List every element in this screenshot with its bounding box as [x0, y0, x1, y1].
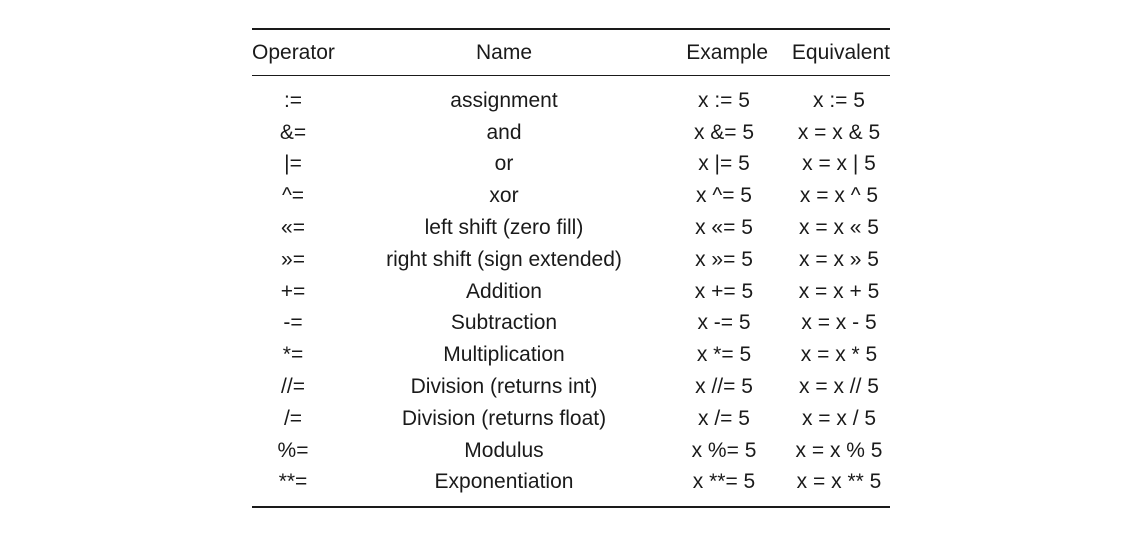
example-cell: x := 5: [698, 88, 750, 112]
name-cell: assignment: [450, 88, 558, 112]
equivalent-cell: x = x | 5: [802, 152, 876, 176]
header-spacer: [252, 76, 890, 86]
equivalent-cell: x = x % 5: [795, 438, 883, 462]
example-cell: x «= 5: [695, 216, 753, 240]
operator-cell: /=: [283, 406, 303, 430]
table-row: &= and x &= 5 x = x & 5: [252, 117, 890, 149]
example-cell: x **= 5: [664, 466, 776, 509]
example-cell: x »= 5: [695, 247, 753, 271]
name-cell: xor: [489, 184, 519, 208]
operator-cell: |=: [284, 152, 302, 176]
name-cell: Subtraction: [450, 311, 558, 335]
operator-cell: ^=: [281, 184, 305, 208]
table-row: ^= xor x ^= 5 x = x ^ 5: [252, 180, 890, 212]
table-row: += Addition x += 5 x = x + 5: [252, 276, 890, 308]
table-row: »= right shift (sign extended) x »= 5 x = x…: [252, 244, 890, 276]
name-cell: Division (returns float): [401, 406, 607, 430]
table-row: -= Subtraction x -= 5 x = x - 5: [252, 308, 890, 340]
header-row: Operator Name Example Equivalent: [252, 28, 890, 76]
table-row: := assignment x := 5 x := 5: [252, 85, 890, 117]
name-cell: Addition: [466, 279, 542, 303]
example-cell: x //= 5: [695, 375, 753, 399]
example-cell: x /= 5: [698, 406, 750, 430]
table-row: /= Division (returns float) x /= 5 x = x / …: [252, 403, 890, 435]
example-cell: x ^= 5: [696, 184, 752, 208]
table-row: «= left shift (zero fill) x «= 5 x = x « 5: [252, 212, 890, 244]
name-cell: Division (returns int): [410, 375, 598, 399]
equivalent-cell: x = x « 5: [799, 216, 879, 240]
equivalent-cell: x = x » 5: [799, 247, 879, 271]
name-cell: right shift (sign extended): [386, 247, 622, 271]
table-body: := assignment x := 5 x := 5 &= and x &= 5 x = x…: [252, 76, 890, 509]
equivalent-cell: x = x * 5: [800, 343, 878, 367]
header-operator: Operator: [252, 28, 344, 76]
header-name: Name: [344, 28, 664, 76]
equivalent-cell: x = x - 5: [801, 311, 877, 335]
name-cell: Modulus: [464, 438, 544, 462]
assignment-operators-table: Operator Name Example Equivalent := assig…: [252, 28, 890, 509]
name-cell: Exponentiation: [344, 466, 664, 509]
example-cell: x |= 5: [698, 152, 750, 176]
table-row: |= or x |= 5 x = x | 5: [252, 149, 890, 181]
equivalent-cell: x = x ^ 5: [799, 184, 879, 208]
equivalent-cell: x = x // 5: [799, 375, 879, 399]
example-cell: x %= 5: [691, 438, 757, 462]
equivalent-cell: x := 5: [813, 88, 865, 112]
operator-cell: %=: [277, 438, 309, 462]
operator-cell: :=: [283, 88, 303, 112]
equivalent-cell: x = x ** 5: [776, 466, 890, 509]
table-header: Operator Name Example Equivalent: [252, 28, 890, 76]
equivalent-cell: x = x / 5: [801, 406, 877, 430]
table-row: //= Division (returns int) x //= 5 x = x //…: [252, 371, 890, 403]
example-cell: x += 5: [694, 279, 754, 303]
operator-cell: **=: [252, 466, 344, 509]
equivalent-cell: x = x & 5: [797, 120, 881, 144]
example-cell: x *= 5: [696, 343, 752, 367]
name-cell: left shift (zero fill): [424, 216, 584, 240]
header-equivalent: Equivalent: [776, 28, 890, 76]
operator-cell: «=: [281, 216, 305, 240]
example-cell: x -= 5: [697, 311, 751, 335]
operator-cell: +=: [280, 279, 306, 303]
operator-table-container: Operator Name Example Equivalent := assig…: [252, 28, 890, 509]
name-cell: and: [486, 120, 522, 144]
operator-cell: &=: [279, 120, 307, 144]
operator-cell: -=: [283, 311, 303, 335]
header-example: Example: [664, 28, 776, 76]
name-cell: Multiplication: [443, 343, 565, 367]
operator-cell: *=: [282, 343, 304, 367]
operator-cell: //=: [281, 375, 305, 399]
name-cell: or: [494, 152, 514, 176]
table-row: *= Multiplication x *= 5 x = x * 5: [252, 339, 890, 371]
operator-cell: »=: [281, 247, 305, 271]
table-row: %= Modulus x %= 5 x = x % 5: [252, 435, 890, 467]
equivalent-cell: x = x + 5: [798, 279, 880, 303]
example-cell: x &= 5: [693, 120, 755, 144]
